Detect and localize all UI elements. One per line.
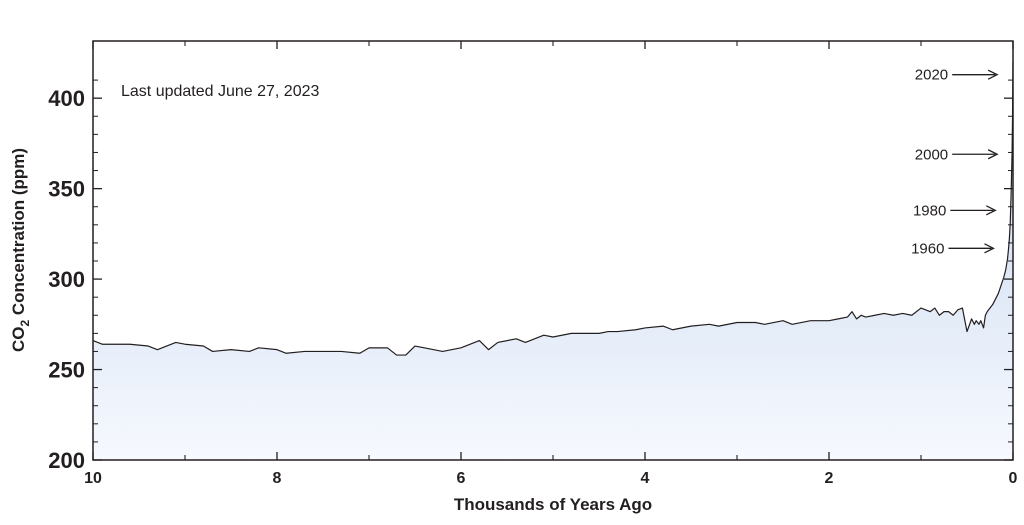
y-tick-label: 300 — [48, 267, 85, 292]
y-axis-label-pre: CO — [9, 327, 28, 353]
x-tick-label: 0 — [1009, 470, 1018, 487]
annotation-arrow-head — [984, 243, 995, 254]
co2-series-line — [92, 61, 1014, 356]
year-annotations: 2020 2000 1980 1960 — [911, 67, 999, 257]
x-tick-label: 6 — [457, 470, 466, 487]
x-tick-label: 10 — [84, 470, 102, 487]
x-axis-ticks: 10 8 6 4 2 0 — [84, 41, 1018, 487]
annotation-label: 2020 — [915, 67, 948, 84]
annotation-arrow-head — [987, 149, 999, 160]
x-tick-label: 8 — [273, 470, 282, 487]
x-axis-label: Thousands of Years Ago — [454, 495, 652, 514]
annotation-arrow-head — [986, 205, 997, 216]
annotation-arrow-head — [987, 69, 999, 80]
x-tick-label: 2 — [825, 470, 834, 487]
y-tick-label: 200 — [48, 448, 85, 473]
annotation-label: 1960 — [911, 240, 944, 257]
y-axis-label: CO2 Concentration (ppm) — [9, 148, 32, 352]
annotation-label: 1980 — [913, 202, 946, 219]
y-tick-label: 350 — [48, 177, 85, 202]
y-axis-ticks: 200 250 300 350 400 — [48, 79, 1013, 473]
y-tick-label: 400 — [48, 86, 85, 111]
co2-area-fill — [93, 62, 1013, 460]
y-axis-label-sub: 2 — [18, 320, 32, 327]
last-updated-note: Last updated June 27, 2023 — [121, 83, 319, 100]
y-axis-label-post: Concentration (ppm) — [9, 148, 28, 320]
x-tick-label: 4 — [641, 470, 650, 487]
plot-area — [92, 61, 1014, 460]
y-tick-label: 250 — [48, 358, 85, 383]
annotation-label: 2000 — [915, 146, 948, 163]
